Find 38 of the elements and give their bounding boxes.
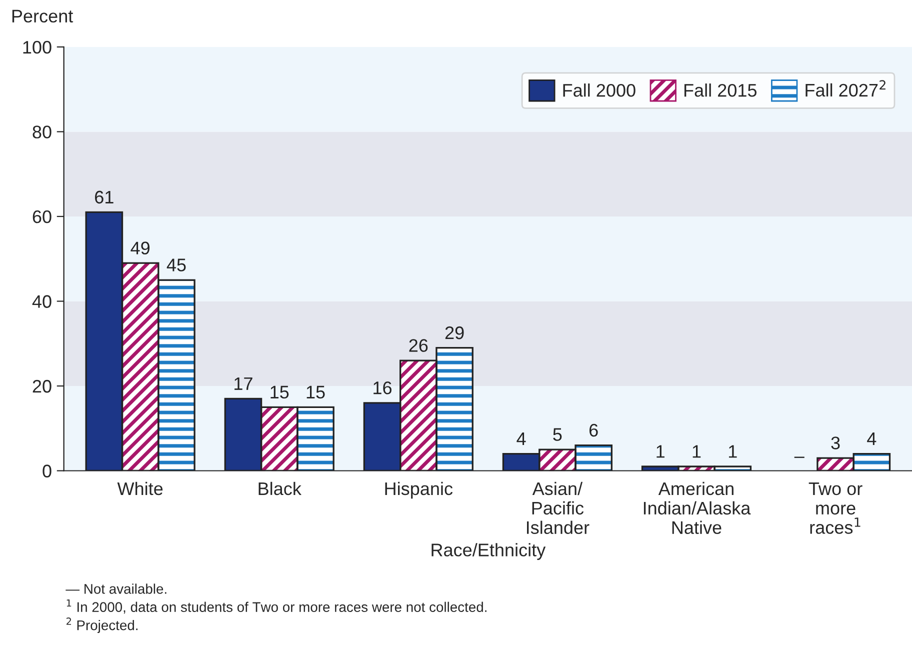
y-tick-label: 40 xyxy=(32,295,52,308)
text: $^{1}$ In 2000, data on students of Two or more races were not collected. xyxy=(66,599,486,614)
x-tick-label: White xyxy=(117,482,163,496)
x-tick-label: Black xyxy=(258,482,302,496)
x-tick-label: Asian/ Pacific Islander xyxy=(526,482,590,534)
data-label: 26 xyxy=(409,339,428,352)
text: $^{2}$ Projected. xyxy=(66,618,138,633)
text: – xyxy=(794,456,804,458)
data-label: 49 xyxy=(130,242,150,254)
y-tick-label: 80 xyxy=(32,126,52,138)
data-label: 6 xyxy=(589,424,598,437)
data-label: 1 xyxy=(728,445,737,458)
data-label: 4 xyxy=(516,432,526,445)
y-axis-title: Percent xyxy=(12,10,74,23)
y-tick-label: 20 xyxy=(32,380,52,393)
data-label: 15 xyxy=(306,386,325,399)
y-tick-label: 0 xyxy=(42,464,52,478)
x-tick-label: Hispanic xyxy=(385,482,453,499)
data-label: 17 xyxy=(234,377,252,390)
legend-label: Fall 2015 xyxy=(684,83,757,97)
data-label: 45 xyxy=(166,258,186,272)
y-tick-label: 100 xyxy=(23,40,52,54)
legend-label: Fall 2000 xyxy=(563,83,636,97)
data-label: 3 xyxy=(831,436,840,450)
x-axis-title: Race/Ethnicity xyxy=(432,543,546,560)
x-tick-label: American Indian/Alaska Native xyxy=(644,482,751,534)
data-label: 15 xyxy=(270,386,289,399)
data-label: 29 xyxy=(445,326,464,340)
x-tick-label: Two or more races$^{1}$ xyxy=(808,482,862,534)
data-label: 1 xyxy=(656,445,664,458)
legend-label: Fall 2027$^{2}$ xyxy=(806,80,886,97)
data-label: 5 xyxy=(553,428,562,441)
data-label: 16 xyxy=(374,381,392,394)
data-label: 4 xyxy=(867,432,876,445)
y-tick-label: 60 xyxy=(32,210,52,224)
data-label: 61 xyxy=(95,190,114,204)
data-label: 1 xyxy=(692,445,701,458)
text: — Not available. xyxy=(66,584,166,594)
